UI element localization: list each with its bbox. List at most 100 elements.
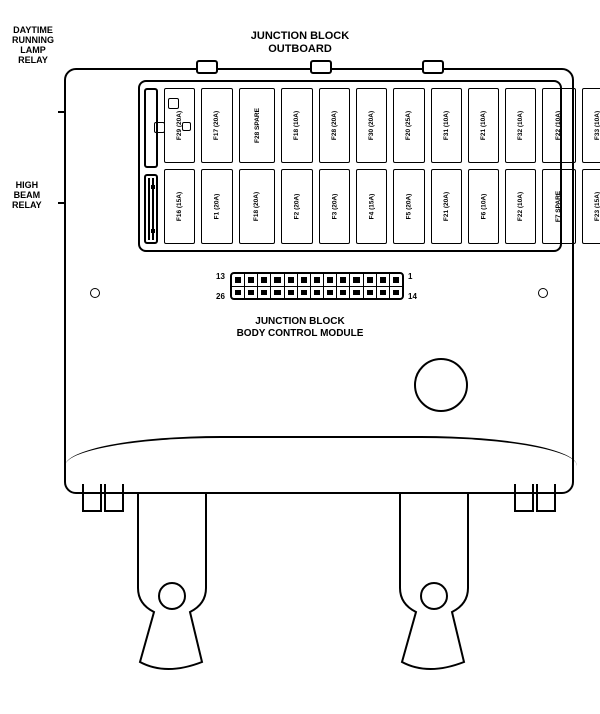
fuse-label: F18 (10A) — [294, 111, 301, 140]
fuse-label: F1 (20A) — [213, 194, 220, 220]
fuse-label: F2 (20A) — [294, 194, 301, 220]
connector-pin — [390, 274, 402, 286]
fuse-slot: F30 (20A) — [356, 88, 387, 163]
mounting-tab — [514, 484, 534, 512]
junction-block-housing: F29 (20A) F16 (15A) F17 (20A) F1 (20A) F28 S… — [64, 68, 574, 494]
fuse-slot: F5 (20A) — [393, 169, 424, 244]
fuse-slot: F22 (10A) — [505, 169, 536, 244]
fuse-slot: F28 (20A) — [319, 88, 350, 163]
label-high-beam-relay: HIGHBEAMRELAY — [12, 181, 42, 211]
fuse-column: F21 (10A) F6 (10A) — [468, 88, 499, 244]
connector-pin — [258, 274, 271, 286]
fuse-slot: F4 (15A) — [356, 169, 387, 244]
mounting-tab — [82, 484, 102, 512]
fuse-label: F33 (10A) — [594, 111, 600, 140]
fuse-column: F32 (10A) F22 (10A) — [505, 88, 536, 244]
fuse-column: F17 (20A) F1 (20A) — [201, 88, 232, 244]
screw-icon — [538, 288, 548, 298]
fuse-slot: F16 (15A) — [164, 169, 195, 244]
fuse-slot: F2 (20A) — [281, 169, 312, 244]
lock-tab — [196, 60, 218, 74]
connector-pin — [324, 287, 337, 299]
fuse-label: F21 (20A) — [443, 192, 450, 221]
lock-tab — [310, 60, 332, 74]
fuse-label: F5 (20A) — [405, 194, 412, 220]
connector-pin — [271, 274, 284, 286]
screw-icon — [90, 288, 100, 298]
fuse-label: F28 (20A) — [331, 111, 338, 140]
fuse-slot: F29 (20A) — [164, 88, 195, 163]
fuse-panel: F29 (20A) F16 (15A) F17 (20A) F1 (20A) F28 S… — [138, 80, 562, 252]
fuse-label: F31 (10A) — [443, 111, 450, 140]
fuse-slot: F6 (10A) — [468, 169, 499, 244]
fuse-column: F31 (10A) F21 (20A) — [431, 88, 462, 244]
fuse-slot: F3 (20A) — [319, 169, 350, 244]
connector-pin — [350, 287, 363, 299]
mounting-tab — [536, 484, 556, 512]
fuse-label: F20 (25A) — [405, 111, 412, 140]
fuse-slot: F33 (10A) — [582, 88, 600, 163]
pin-label-1: 1 — [408, 272, 412, 281]
fuse-slot: F21 (10A) — [468, 88, 499, 163]
fuse-label: F23 (15A) — [594, 192, 600, 221]
daytime-running-lamp-relay — [144, 88, 158, 168]
housing-curve — [65, 436, 577, 496]
lock-tab — [422, 60, 444, 74]
fuse-label: F32 (10A) — [517, 111, 524, 140]
label-body-control-module: JUNCTION BLOCK BODY CONTROL MODULE — [237, 316, 364, 340]
fuse-column: F28 SPAREF18 (20A) — [239, 88, 276, 244]
fuse-slot: F21 (20A) — [431, 169, 462, 244]
mounting-circle — [414, 358, 468, 412]
fuse-slot: F1 (20A) — [201, 169, 232, 244]
mounting-leg-left — [134, 492, 210, 672]
fuse-slot: F7 SPARE — [542, 169, 575, 244]
connector-pin — [298, 274, 311, 286]
connector-pin — [285, 287, 298, 299]
connector-pin — [311, 287, 324, 299]
relay-column — [144, 88, 158, 244]
label-daytime-running-lamp-relay: DAYTIMERUNNINGLAMPRELAY — [12, 26, 54, 66]
fuse-label: F21 (10A) — [480, 111, 487, 140]
fuse-column: F29 (20A) F16 (15A) — [164, 88, 195, 244]
fuse-label: F16 (15A) — [176, 192, 183, 221]
connector-pin — [232, 287, 245, 299]
connector-pin — [390, 287, 402, 299]
fuse-label: F17 (20A) — [213, 111, 220, 140]
fuse-label: F6 (10A) — [480, 194, 487, 220]
high-beam-relay — [144, 174, 158, 244]
fuse-slot: F20 (25A) — [393, 88, 424, 163]
fuse-slot: F32 (10A) — [505, 88, 536, 163]
fuse-column: F22 (10A) F7 SPARE — [542, 88, 575, 244]
connector-block — [230, 272, 404, 300]
fuse-column: F18 (10A) F2 (20A) — [281, 88, 312, 244]
connector-pin — [271, 287, 284, 299]
connector-pin — [364, 287, 377, 299]
connector-pin — [298, 287, 311, 299]
mounting-tab — [104, 484, 124, 512]
connector-pin — [245, 287, 258, 299]
fuse-column: F20 (25A) F5 (20A) — [393, 88, 424, 244]
fuse-label: F30 (20A) — [368, 111, 375, 140]
fuse-slot: F23 (15A) — [582, 169, 600, 244]
fuse-label: F22 (10A) — [555, 111, 562, 140]
pin-label-13: 13 — [216, 272, 225, 281]
fuse-slot: F18 (10A) — [281, 88, 312, 163]
title-junction-block: JUNCTION BLOCK OUTBOARD — [251, 30, 349, 56]
connector-pin — [337, 287, 350, 299]
fuse-label: F29 (20A) — [176, 111, 183, 140]
connector-pin — [377, 287, 390, 299]
fuse-label: F22 (10A) — [517, 192, 524, 221]
fuse-label: F3 (20A) — [331, 194, 338, 220]
connector-pin — [232, 274, 245, 286]
fuse-slot: F31 (10A) — [431, 88, 462, 163]
fuse-slot: F22 (10A) — [542, 88, 575, 163]
connector-pin — [285, 274, 298, 286]
fuse-label: F4 (15A) — [368, 194, 375, 220]
connector-pin — [245, 274, 258, 286]
fuse-column: F28 (20A) F3 (20A) — [319, 88, 350, 244]
connector-pin — [311, 274, 324, 286]
fuse-column: F30 (20A) F4 (15A) — [356, 88, 387, 244]
connector-pin — [324, 274, 337, 286]
fuse-label: F7 SPARE — [555, 191, 562, 222]
fuse-slot: F17 (20A) — [201, 88, 232, 163]
